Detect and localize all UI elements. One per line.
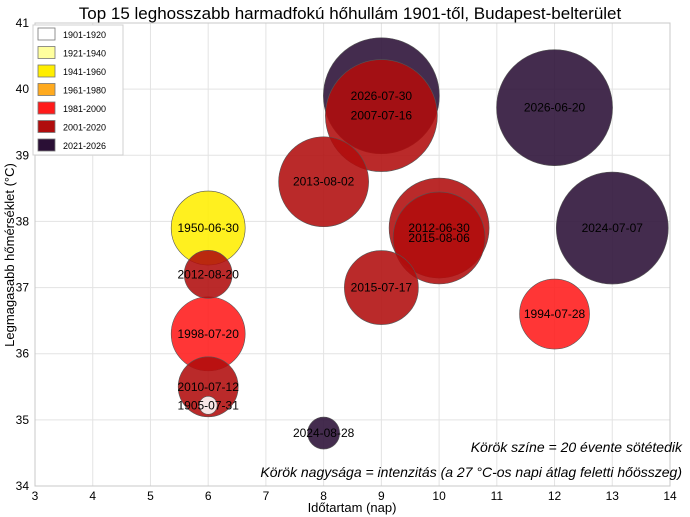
x-tick-label: 14 — [663, 489, 677, 503]
y-tick-label: 36 — [16, 347, 30, 361]
legend-label: 1961-1980 — [63, 86, 106, 96]
bubble-label: 2015-08-06 — [408, 231, 470, 245]
legend-swatch — [37, 138, 56, 152]
x-tick-label: 9 — [378, 489, 385, 503]
x-tick-label: 7 — [263, 489, 270, 503]
legend-label: 2021-2026 — [63, 141, 106, 151]
legend-swatch — [37, 101, 56, 115]
bubble-label: 2007-07-16 — [351, 109, 413, 123]
bubble-label: 1950-06-30 — [177, 221, 239, 235]
y-axis-label: Legmagasabb hőmérséklet (°C) — [2, 163, 17, 347]
bubble — [555, 171, 669, 285]
bubble-label: 1905-07-31 — [177, 398, 239, 412]
bubble-label: 2026-06-20 — [524, 101, 586, 115]
annotation-size: Körök nagysága = intenzitás (a 27 °C-os … — [260, 464, 682, 480]
y-tick-label: 40 — [16, 82, 30, 96]
legend-label: 2001-2020 — [63, 123, 106, 133]
bubble — [183, 250, 233, 299]
bubble-label: 1998-07-20 — [177, 327, 239, 341]
x-tick-labels: 3 4 5 6 7 8 9 10 11 12 13 14 — [32, 489, 677, 503]
y-tick-label: 39 — [16, 148, 30, 162]
legend-label: 1901-1920 — [63, 30, 106, 40]
point-labels: 2026-06-20 2026-07-30 2007-07-16 2024-07-07… — [177, 89, 643, 440]
bubble-label: 2010-07-12 — [177, 380, 239, 394]
legend-swatch — [37, 120, 56, 133]
x-tick-label: 10 — [432, 489, 446, 503]
legend-label: 1921-1940 — [63, 49, 106, 59]
legend-label: 1981-2000 — [63, 104, 106, 114]
bubble-label: 2026-07-30 — [351, 89, 413, 103]
bubble-label: 1994-07-28 — [524, 307, 586, 321]
bubble — [307, 416, 340, 450]
bubbles — [170, 37, 669, 450]
bubble-label: 2024-07-07 — [582, 221, 644, 235]
x-tick-label: 11 — [491, 489, 504, 503]
bubble — [325, 59, 438, 172]
x-tick-label: 13 — [606, 489, 620, 503]
x-tick-label: 5 — [147, 489, 154, 503]
x-tick-label: 8 — [320, 489, 327, 503]
bubble-label: 2024-08-28 — [293, 426, 355, 440]
bubble — [496, 49, 613, 166]
bubble — [198, 396, 218, 415]
legend: 1901-1920 1921-1940 1941-1960 1961-1980 1981… — [32, 24, 124, 156]
y-tick-labels: 34 35 36 37 38 39 40 41 — [16, 16, 30, 493]
bubble — [392, 191, 486, 285]
y-tick-label: 35 — [16, 413, 30, 427]
bubble — [177, 356, 239, 418]
annotation-color: Körök színe = 20 évente sötétedik — [471, 439, 683, 455]
legend-swatch — [37, 27, 56, 41]
plot-frame — [34, 22, 671, 487]
bubble-label: 2012-06-30 — [408, 221, 470, 235]
x-axis-label: Időtartam (nap) — [308, 500, 397, 515]
bubble-label: 2013-08-02 — [293, 175, 355, 189]
legend-label: 1941-1960 — [63, 67, 106, 77]
y-tick-label: 38 — [16, 214, 30, 228]
bubble — [278, 136, 369, 228]
legend-swatch — [37, 64, 56, 78]
y-tick-label: 34 — [16, 479, 30, 493]
bubble-label: 2012-08-20 — [177, 267, 239, 281]
x-tick-label: 6 — [205, 489, 212, 503]
y-tick-label: 37 — [16, 281, 30, 295]
x-tick-label: 3 — [32, 489, 39, 503]
bubble-label: 2015-07-17 — [351, 281, 413, 295]
y-tick-label: 41 — [16, 16, 30, 30]
x-tick-label: 12 — [548, 489, 562, 503]
chart-title: Top 15 leghosszabb harmadfokú hőhullám 1… — [79, 4, 622, 23]
legend-swatch — [37, 83, 56, 96]
x-tick-label: 4 — [89, 489, 96, 503]
legend-swatch — [37, 46, 56, 59]
bubble — [344, 250, 419, 325]
bubble — [519, 278, 590, 350]
